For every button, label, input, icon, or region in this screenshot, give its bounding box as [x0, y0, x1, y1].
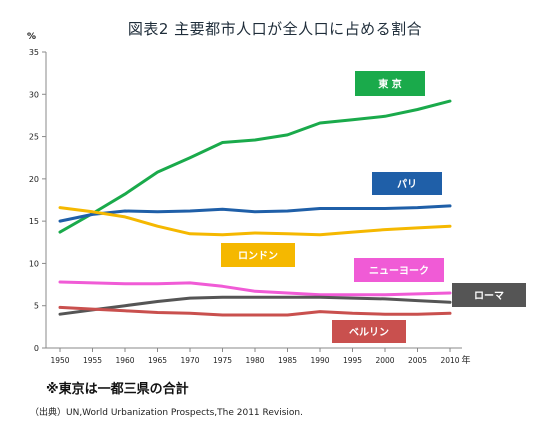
series-label-box: [221, 243, 295, 267]
x-tick-label: 1965: [148, 356, 167, 365]
tokyo-note: ※東京は一都三県の合計: [46, 382, 189, 397]
series-label: ニューヨーク: [369, 265, 429, 277]
y-tick-label: 5: [34, 302, 39, 311]
series-line: [58, 280, 452, 297]
x-tick-label: 2005: [408, 356, 427, 365]
series-label-box: [332, 320, 406, 343]
x-tick-label: 1995: [343, 356, 362, 365]
chart-title: 図表2 主要都市人口が全人口に占める割合: [127, 20, 423, 38]
y-tick-label: 20: [29, 175, 39, 184]
series-label: ロンドン: [238, 250, 278, 262]
series-label-box: [355, 71, 425, 96]
series-label-box: [372, 172, 442, 195]
series-label: ローマ: [474, 291, 504, 302]
x-tick-label: 1990: [310, 356, 329, 365]
x-tick-label: 2000: [375, 356, 394, 365]
y-axis-unit: %: [27, 32, 36, 42]
y-tick-label: 35: [29, 48, 39, 57]
x-tick-label: 1970: [180, 356, 199, 365]
series-label: 東 京: [378, 78, 401, 91]
x-tick-label: 1985: [278, 356, 297, 365]
x-axis-unit: 年: [461, 354, 470, 366]
series-label-box: [354, 258, 444, 282]
y-tick-label: 15: [29, 217, 39, 226]
x-tick-label: 2010: [440, 356, 459, 365]
y-tick-label: 10: [29, 259, 39, 268]
x-tick-label: 1980: [245, 356, 264, 365]
series-line: [58, 99, 452, 234]
x-tick-label: 1950: [50, 356, 69, 365]
series-label: パリ: [397, 179, 417, 191]
series-line: [58, 204, 452, 223]
x-tick-label: 1955: [83, 356, 102, 365]
series-line: [58, 206, 452, 237]
series-line: [58, 305, 452, 317]
x-tick-label: 1975: [213, 356, 232, 365]
y-tick-label: 0: [34, 344, 39, 353]
series-line: [58, 295, 452, 316]
series-label: ベルリン: [349, 327, 389, 339]
x-tick-label: 1960: [115, 356, 134, 365]
source-credit: （出典）UN,World Urbanization Prospects,The …: [30, 408, 303, 418]
series-label-box: [452, 283, 526, 307]
y-tick-label: 25: [29, 133, 39, 142]
y-tick-label: 30: [29, 90, 39, 99]
